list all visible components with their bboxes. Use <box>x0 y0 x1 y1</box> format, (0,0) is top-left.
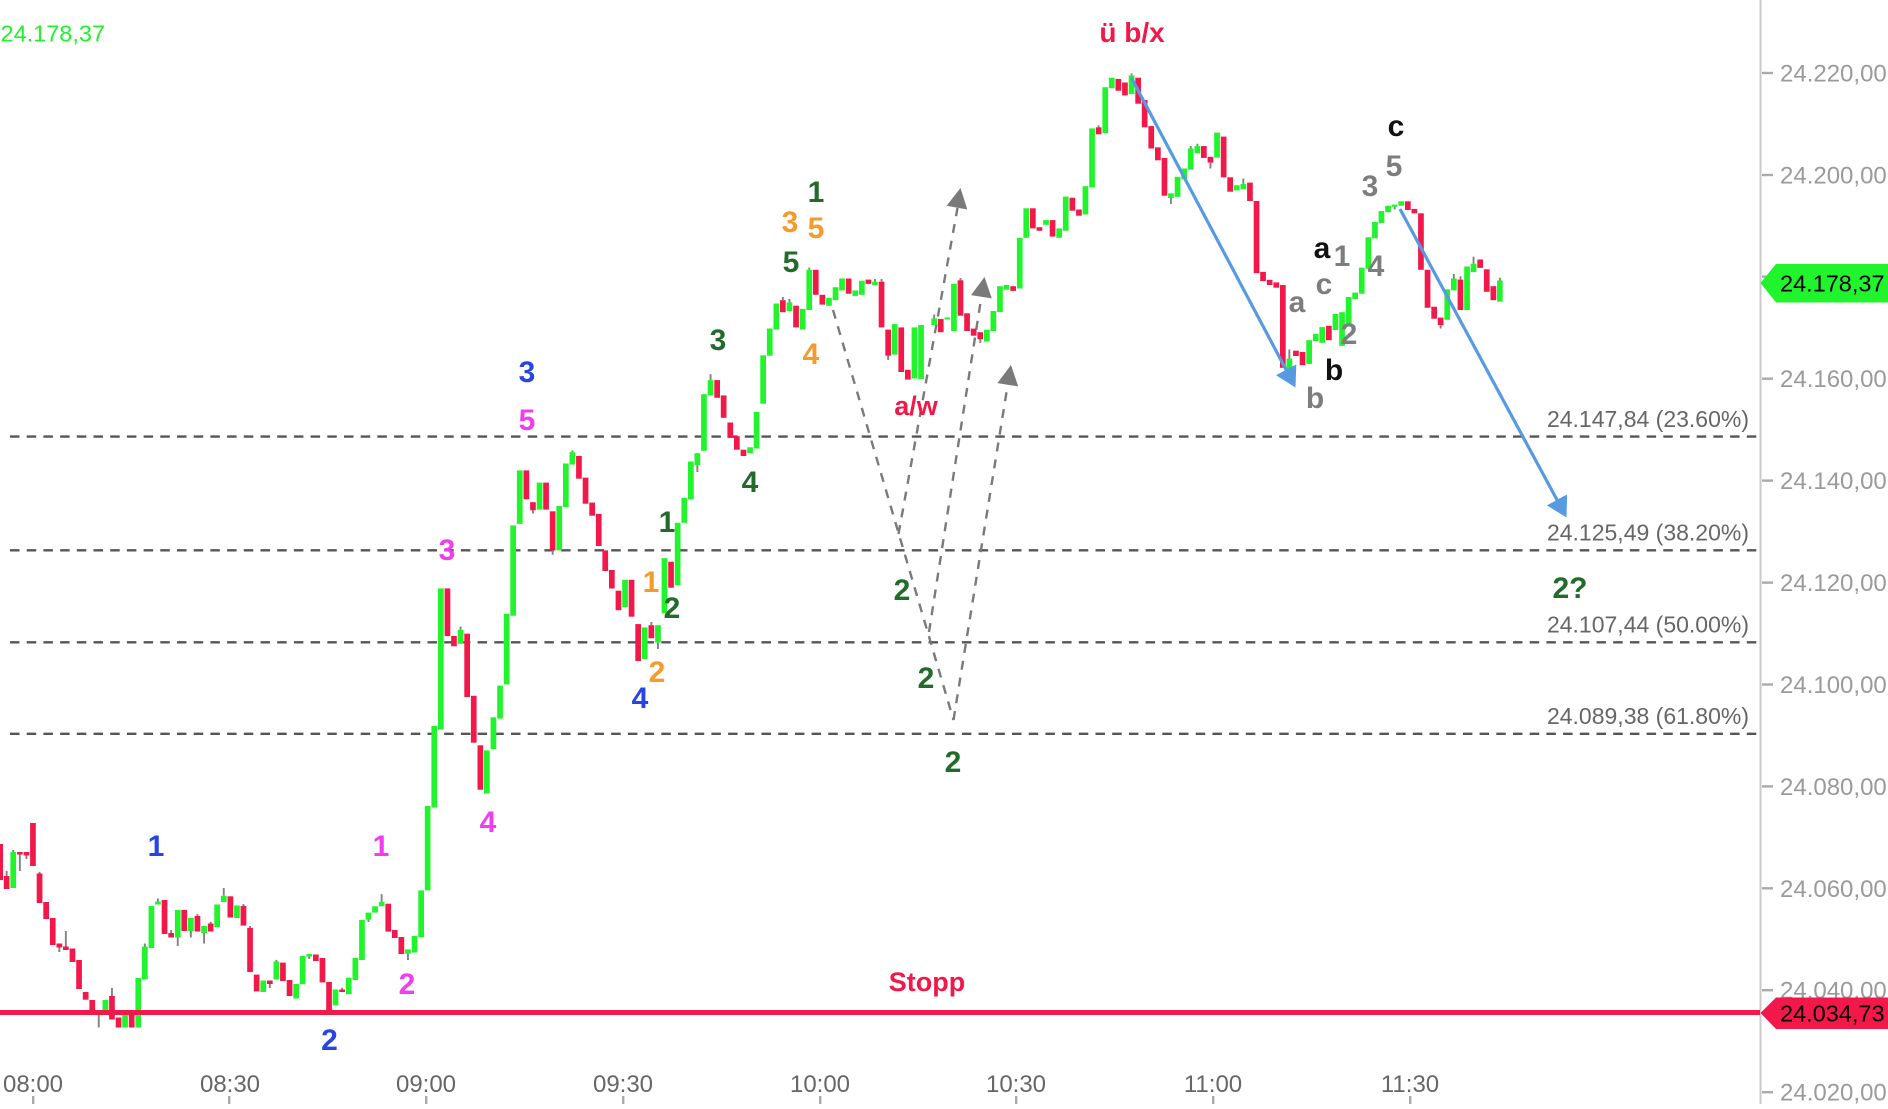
svg-text:10:30: 10:30 <box>986 1071 1046 1098</box>
svg-text:24.034,73: 24.034,73 <box>1780 1001 1885 1027</box>
svg-text:24.125,49 (38.20%): 24.125,49 (38.20%) <box>1547 520 1749 546</box>
svg-text:3: 3 <box>782 206 799 239</box>
svg-text:24.178,37: 24.178,37 <box>1780 271 1885 297</box>
svg-text:09:30: 09:30 <box>593 1071 653 1098</box>
svg-text:24.120,00: 24.120,00 <box>1780 570 1887 597</box>
svg-text:2?: 2? <box>1552 572 1587 605</box>
svg-text:Stopp: Stopp <box>889 967 965 997</box>
svg-text:08:00: 08:00 <box>3 1071 63 1098</box>
svg-text:a: a <box>1289 286 1306 319</box>
svg-text:1: 1 <box>643 566 660 599</box>
svg-text:2: 2 <box>894 574 911 607</box>
svg-text:1: 1 <box>373 830 390 863</box>
svg-text:3: 3 <box>710 324 727 357</box>
svg-text:5: 5 <box>1386 150 1403 183</box>
svg-text:24.020,00: 24.020,00 <box>1780 1080 1887 1104</box>
svg-text:5: 5 <box>783 246 800 279</box>
svg-text:3: 3 <box>519 356 536 389</box>
svg-text:4: 4 <box>1368 250 1385 283</box>
svg-text:2: 2 <box>399 968 416 1001</box>
svg-text:4: 4 <box>632 682 649 715</box>
svg-text:3: 3 <box>439 534 456 567</box>
svg-text:11:30: 11:30 <box>1381 1071 1439 1098</box>
svg-text:10:00: 10:00 <box>790 1071 850 1098</box>
svg-text:24.107,44 (50.00%): 24.107,44 (50.00%) <box>1547 612 1749 638</box>
svg-text:24.060,00: 24.060,00 <box>1780 876 1887 903</box>
svg-text:2: 2 <box>664 592 681 625</box>
svg-text:4: 4 <box>803 338 820 371</box>
svg-text:4: 4 <box>742 466 759 499</box>
svg-text:1: 1 <box>808 176 825 209</box>
svg-text:2: 2 <box>945 746 962 779</box>
svg-text:24.080,00: 24.080,00 <box>1780 774 1887 801</box>
svg-text:08:30: 08:30 <box>200 1071 260 1098</box>
svg-text:24.089,38 (61.80%): 24.089,38 (61.80%) <box>1547 703 1749 729</box>
svg-text:24.178,37: 24.178,37 <box>1 21 106 47</box>
svg-text:a/w: a/w <box>894 391 939 421</box>
svg-text:1: 1 <box>148 830 165 863</box>
svg-text:24.220,00: 24.220,00 <box>1780 61 1887 88</box>
svg-text:2: 2 <box>918 662 935 695</box>
svg-text:a: a <box>1314 232 1331 265</box>
svg-text:4: 4 <box>480 806 497 839</box>
svg-text:c: c <box>1388 110 1405 143</box>
svg-text:3: 3 <box>1362 170 1379 203</box>
svg-text:24.160,00: 24.160,00 <box>1780 366 1887 393</box>
svg-text:24.147,84 (23.60%): 24.147,84 (23.60%) <box>1547 406 1749 432</box>
svg-text:2: 2 <box>1341 318 1358 351</box>
svg-text:2: 2 <box>321 1024 338 1057</box>
svg-text:09:00: 09:00 <box>396 1071 456 1098</box>
svg-text:1: 1 <box>1334 240 1351 273</box>
svg-text:11:00: 11:00 <box>1184 1071 1242 1098</box>
svg-text:5: 5 <box>519 404 536 437</box>
svg-text:ü b/x: ü b/x <box>1099 17 1165 48</box>
svg-text:b: b <box>1325 354 1343 387</box>
svg-text:24.140,00: 24.140,00 <box>1780 468 1887 495</box>
svg-text:2: 2 <box>649 656 666 689</box>
svg-text:1: 1 <box>659 506 676 539</box>
svg-text:5: 5 <box>808 212 825 245</box>
svg-text:24.100,00: 24.100,00 <box>1780 672 1887 699</box>
svg-text:b: b <box>1306 382 1324 415</box>
svg-text:24.200,00: 24.200,00 <box>1780 163 1887 190</box>
svg-text:c: c <box>1316 268 1333 301</box>
